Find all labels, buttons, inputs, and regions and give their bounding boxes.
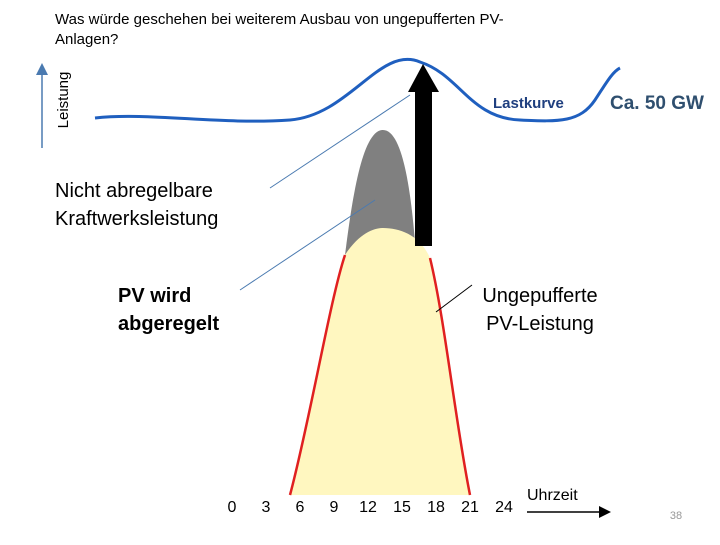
hour-label: 0 [228, 499, 237, 516]
hour-label: 3 [262, 499, 271, 516]
slide-title: Was würde geschehen bei weiterem Ausbau … [55, 11, 504, 48]
page-number: 38 [670, 510, 682, 522]
curtailed-label: PV wird [118, 285, 191, 307]
pointer-line [435, 284, 473, 313]
hour-label: 12 [359, 499, 377, 516]
surplus-arrowhead [408, 64, 439, 92]
curtailed-label: abgeregelt [118, 313, 219, 335]
pv-label: Ungepufferte [482, 285, 597, 307]
load-curve [94, 58, 621, 123]
baseload-label: Nicht abregelbare [55, 180, 213, 202]
pv-label: PV-Leistung [486, 313, 594, 335]
hour-label: 18 [427, 499, 445, 516]
hour-label: 15 [393, 499, 411, 516]
baseload-area [345, 130, 416, 255]
pointer-line [269, 94, 411, 189]
peak-label: Ca. 50 GW [610, 93, 704, 114]
hour-label: 9 [330, 499, 339, 516]
pointer-line [239, 199, 376, 291]
hour-label: 24 [495, 499, 513, 516]
y-axis-label: Leistung [55, 72, 72, 129]
surplus-arrow [415, 90, 432, 246]
pv-outline [288, 254, 472, 496]
title-line: Anlagen? [55, 31, 118, 48]
baseload-label: Kraftwerksleistung [55, 208, 218, 230]
load-curve-label: Lastkurve [493, 95, 564, 112]
title-line: Was würde geschehen bei weiterem Ausbau … [55, 11, 504, 28]
pv-area [290, 228, 470, 495]
x-axis-label: Uhrzeit [527, 487, 578, 504]
hour-label: 6 [296, 499, 305, 516]
hour-label: 21 [461, 499, 479, 516]
